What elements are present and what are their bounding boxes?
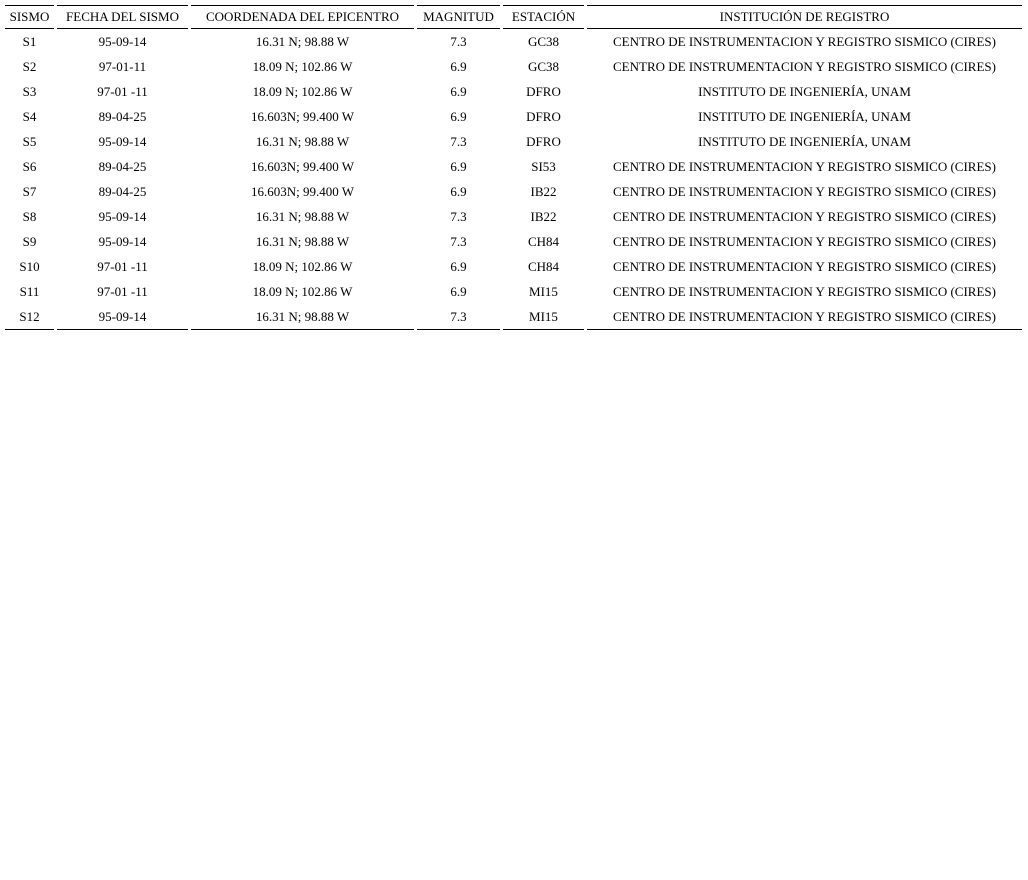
cell-institucion: CENTRO DE INSTRUMENTACION Y REGISTRO SIS… xyxy=(613,158,996,174)
table-row: S9 95-09-14 16.31 N; 98.88 W 7.3 CH84 CENTRO … xyxy=(5,229,1022,254)
table-row: S12 95-09-14 16.31 N; 98.88 W 7.3 MI15 CENTRO… xyxy=(5,304,1022,330)
cell-coordenada: 18.09 N; 102.86 W xyxy=(252,283,353,299)
cell-sismo: S8 xyxy=(22,208,37,224)
cell-sismo: S11 xyxy=(19,283,40,299)
table-row: S1 95-09-14 16.31 N; 98.88 W 7.3 GC38 CENTRO … xyxy=(5,29,1022,54)
cell-coordenada: 16.31 N; 98.88 W xyxy=(255,233,350,249)
cell-coordenada: 16.31 N; 98.88 W xyxy=(191,304,414,330)
cell-fecha: 95-09-14 xyxy=(98,233,147,249)
cell-institucion: CENTRO DE INSTRUMENTACION Y REGISTRO SIS… xyxy=(613,33,996,49)
cell-magnitud: 7.3 xyxy=(450,33,467,49)
cell-estacion: IB22 xyxy=(530,208,557,224)
cell-sismo: S6 xyxy=(22,158,37,174)
cell-estacion: MI15 xyxy=(529,283,558,299)
cell-sismo: S10 xyxy=(19,258,40,274)
cell-magnitud: 6.9 xyxy=(450,283,467,299)
cell-sismo: S12 xyxy=(5,304,54,330)
cell-coordenada: 18.09 N; 102.86 W xyxy=(252,58,353,74)
cell-magnitud: 6.9 xyxy=(450,58,467,74)
cell-sismo: S2 xyxy=(22,58,37,74)
cell-magnitud: 6.9 xyxy=(450,108,467,124)
header-row: SISMO FECHA DEL SISMO COORDENADA DEL EPI… xyxy=(5,5,1022,29)
cell-estacion: CH84 xyxy=(527,233,560,249)
table-row: S2 97-01-11 18.09 N; 102.86 W 6.9 GC38 CENTRO… xyxy=(5,54,1022,79)
cell-estacion: DFRO xyxy=(526,83,561,99)
cell-magnitud: 6.9 xyxy=(450,258,467,274)
cell-coordenada: 16.603N; 99.400 W xyxy=(250,158,355,174)
cell-magnitud: 7.3 xyxy=(450,133,467,149)
cell-fecha: 97-01 -11 xyxy=(97,258,148,274)
cell-estacion: DFRO xyxy=(526,133,561,149)
cell-institucion: CENTRO DE INSTRUMENTACION Y REGISTRO SIS… xyxy=(613,183,996,199)
cell-institucion: CENTRO DE INSTRUMENTACION Y REGISTRO SIS… xyxy=(613,233,996,249)
cell-fecha: 95-09-14 xyxy=(98,33,147,49)
cell-estacion: SI53 xyxy=(531,158,556,174)
header-institucion: INSTITUCIÓN DE REGISTRO xyxy=(587,5,1022,29)
cell-coordenada: 16.603N; 99.400 W xyxy=(250,183,355,199)
cell-magnitud: 7.3 xyxy=(450,208,467,224)
cell-sismo: S9 xyxy=(22,233,37,249)
cell-institucion: CENTRO DE INSTRUMENTACION Y REGISTRO SIS… xyxy=(613,283,996,299)
cell-coordenada: 18.09 N; 102.86 W xyxy=(252,258,353,274)
cell-coordenada: 18.09 N; 102.86 W xyxy=(252,83,353,99)
cell-estacion: GC38 xyxy=(527,58,560,74)
table-row: S5 95-09-14 16.31 N; 98.88 W 7.3 DFRO INSTITU… xyxy=(5,129,1022,154)
cell-sismo: S4 xyxy=(22,108,37,124)
header-sismo: SISMO xyxy=(5,5,54,29)
cell-magnitud: 6.9 xyxy=(450,83,467,99)
earthquake-table: SISMO FECHA DEL SISMO COORDENADA DEL EPI… xyxy=(2,5,1025,330)
cell-institucion: CENTRO DE INSTRUMENTACION Y REGISTRO SIS… xyxy=(613,58,996,74)
cell-fecha: 97-01 -11 xyxy=(97,283,148,299)
table-row: S8 95-09-14 16.31 N; 98.88 W 7.3 IB22 CENTRO … xyxy=(5,204,1022,229)
cell-institucion: CENTRO DE INSTRUMENTACION Y REGISTRO SIS… xyxy=(613,208,996,224)
cell-institucion: INSTITUTO DE INGENIERÍA, UNAM xyxy=(698,83,911,99)
cell-estacion: DFRO xyxy=(526,108,561,124)
cell-fecha: 89-04-25 xyxy=(98,108,147,124)
cell-institucion: INSTITUTO DE INGENIERÍA, UNAM xyxy=(698,133,911,149)
cell-sismo: S7 xyxy=(22,183,37,199)
cell-fecha: 97-01 -11 xyxy=(97,83,148,99)
cell-estacion: IB22 xyxy=(530,183,557,199)
cell-sismo: S5 xyxy=(22,133,37,149)
table-row: S11 97-01 -11 18.09 N; 102.86 W 6.9 MI15 CENT… xyxy=(5,279,1022,304)
cell-fecha: 89-04-25 xyxy=(98,183,147,199)
cell-coordenada: 16.603N; 99.400 W xyxy=(250,108,355,124)
table-row: S3 97-01 -11 18.09 N; 102.86 W 6.9 DFRO INSTI… xyxy=(5,79,1022,104)
cell-sismo: S3 xyxy=(22,83,37,99)
cell-fecha: 95-09-14 xyxy=(57,304,188,330)
cell-magnitud: 7.3 xyxy=(417,304,500,330)
cell-magnitud: 6.9 xyxy=(450,183,467,199)
cell-coordenada: 16.31 N; 98.88 W xyxy=(255,33,350,49)
table-row: S10 97-01 -11 18.09 N; 102.86 W 6.9 CH84 CENT… xyxy=(5,254,1022,279)
header-coordenada: COORDENADA DEL EPICENTRO xyxy=(191,5,414,29)
cell-institucion: CENTRO DE INSTRUMENTACION Y REGISTRO SIS… xyxy=(613,258,996,274)
cell-institucion: INSTITUTO DE INGENIERÍA, UNAM xyxy=(698,108,911,124)
table-row: S6 89-04-25 16.603N; 99.400 W 6.9 SI53 CENTRO… xyxy=(5,154,1022,179)
cell-estacion: GC38 xyxy=(527,33,560,49)
table-row: S4 89-04-25 16.603N; 99.400 W 6.9 DFRO INSTIT… xyxy=(5,104,1022,129)
cell-estacion: MI15 xyxy=(503,304,584,330)
header-magnitud: MAGNITUD xyxy=(417,5,500,29)
cell-institucion: CENTRO DE INSTRUMENTACION Y REGISTRO SIS… xyxy=(587,304,1022,330)
cell-coordenada: 16.31 N; 98.88 W xyxy=(255,133,350,149)
cell-fecha: 89-04-25 xyxy=(98,158,147,174)
cell-estacion: CH84 xyxy=(527,258,560,274)
header-estacion: ESTACIÓN xyxy=(503,5,584,29)
cell-magnitud: 6.9 xyxy=(450,158,467,174)
cell-magnitud: 7.3 xyxy=(450,233,467,249)
cell-sismo: S1 xyxy=(22,33,37,49)
cell-coordenada: 16.31 N; 98.88 W xyxy=(255,208,350,224)
cell-fecha: 95-09-14 xyxy=(98,208,147,224)
cell-fecha: 95-09-14 xyxy=(98,133,147,149)
table-row: S7 89-04-25 16.603N; 99.400 W 6.9 IB22 CENTRO… xyxy=(5,179,1022,204)
cell-fecha: 97-01-11 xyxy=(98,58,147,74)
header-fecha: FECHA DEL SISMO xyxy=(57,5,188,29)
